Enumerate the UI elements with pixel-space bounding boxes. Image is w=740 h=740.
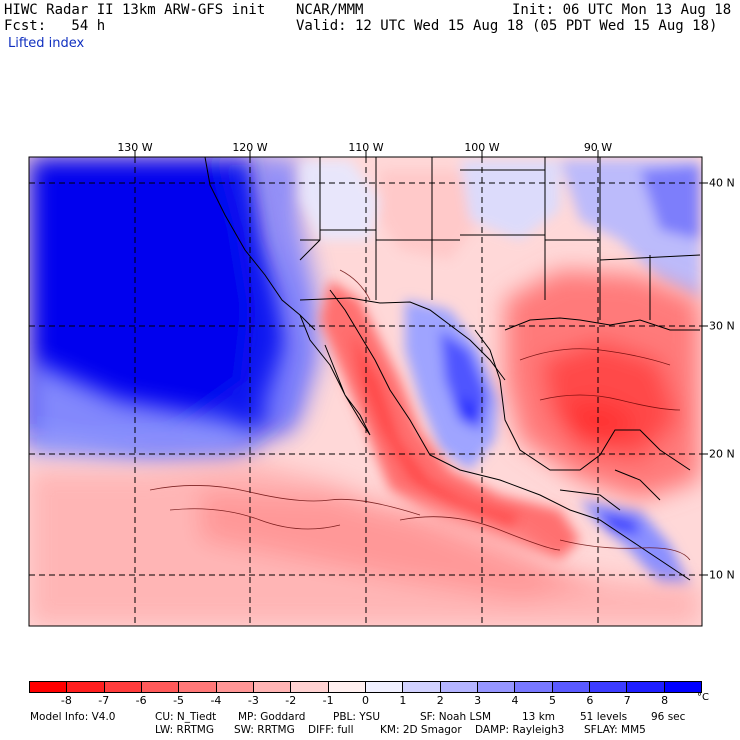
color-scale-label: 6 [586, 694, 594, 707]
contour-lines [149, 269, 691, 561]
color-scale-cell [664, 682, 701, 692]
color-scale-label: 5 [548, 694, 556, 707]
model-info-timestep: 96 sec [651, 711, 686, 723]
model-info-sflay: SFLAY: MM5 [584, 724, 646, 736]
mexico-pacific-red-band [320, 280, 580, 560]
mexican-plateau-blue [405, 300, 690, 585]
color-scale-label: 0 [362, 694, 369, 707]
color-scale-labels: -8 -7 -6 -5 -4 -3 -2 -1 0 1 2 3 4 5 6 7 8 [29, 694, 702, 708]
color-scale-cell [216, 682, 254, 692]
color-scale-cell [515, 682, 553, 692]
model-info-diff: DIFF: full [308, 724, 354, 736]
lon-label-110w: 110 W [348, 141, 384, 154]
color-scale-label: -6 [135, 694, 147, 707]
forecast-hour: Fcst: 54 h [4, 18, 106, 34]
color-scale-label: 2 [436, 694, 444, 707]
color-scale-label: -5 [173, 694, 185, 707]
gulf-unstable-region [505, 270, 700, 500]
model-info-sw: SW: RRTMG [234, 724, 295, 736]
color-scale-label: 3 [474, 694, 482, 707]
color-scale-label: -7 [98, 694, 110, 707]
color-scale-cell [67, 682, 105, 692]
lat-label-20n: 20 N [709, 447, 735, 461]
color-scale-label: 7 [623, 694, 631, 707]
model-info-cu: CU: N_Tiedt [155, 711, 217, 723]
color-scale-cell [253, 682, 292, 692]
pacific-stable-region [29, 157, 300, 450]
model-info-sf: SF: Noah LSM [420, 711, 492, 723]
color-scale-bar [29, 681, 702, 693]
lon-label-100w: 100 W [464, 141, 500, 154]
lat-label-30n: 30 N [709, 319, 735, 333]
color-scale-cell [403, 682, 441, 692]
color-scale-cell [104, 682, 142, 692]
model-info-lw: LW: RRTMG [155, 724, 214, 736]
lat-label-10n: 10 N [709, 568, 735, 582]
color-scale-cell [291, 682, 329, 692]
model-info-pbl: PBL: YSU [333, 711, 381, 723]
lat-label-40n: 40 N [709, 176, 735, 190]
color-scale-label: -2 [285, 694, 297, 707]
boundaries [204, 157, 701, 581]
map-frame-content [29, 157, 702, 626]
color-scale-cell [141, 682, 180, 692]
lon-label-120w: 120 W [232, 141, 268, 154]
model-info-mp: MP: Goddard [238, 711, 306, 723]
color-scale-cell [179, 682, 217, 692]
color-scale-cell [477, 682, 516, 692]
color-scale-cell [365, 682, 404, 692]
color-scale-label: -4 [210, 694, 222, 707]
model-info-version: Model Info: V4.0 [30, 711, 116, 723]
init-time: Init: 06 UTC Mon 13 Aug 18 [512, 2, 732, 18]
color-scale-label: -8 [60, 694, 72, 707]
color-scale-unit: °C [697, 692, 709, 703]
coastal-blue-band [29, 157, 320, 460]
organization: NCAR/MMM [296, 2, 364, 18]
color-scale-cell [627, 682, 665, 692]
color-scale-cell [552, 682, 590, 692]
color-scale-label: 1 [399, 694, 407, 707]
lat-lon-grid [29, 157, 702, 626]
color-scale-label: -1 [322, 694, 334, 707]
color-scale-cell [589, 682, 628, 692]
field-name: Lifted index [8, 36, 85, 51]
us-north-patches [300, 160, 700, 300]
color-scale-cell [440, 682, 478, 692]
model-info-resolution: 13 km [522, 711, 556, 723]
color-scale-cell [30, 682, 68, 692]
model-info-damp: DAMP: Rayleigh3 [475, 724, 565, 736]
run-title: HIWC Radar II 13km ARW-GFS init [4, 2, 266, 18]
color-scale-label: 4 [511, 694, 519, 707]
color-scale-cell [328, 682, 366, 692]
color-scale-label: 8 [661, 694, 669, 707]
axis-ticks [134, 150, 708, 576]
color-scale-label: -3 [247, 694, 259, 707]
model-info-km: KM: 2D Smagor [380, 724, 462, 736]
tropical-pacific-red-band [29, 460, 700, 626]
valid-time: Valid: 12 UTC Wed 15 Aug 18 (05 PDT Wed … [296, 18, 718, 34]
lon-label-90w: 90 W [583, 141, 613, 154]
model-info-levels: 51 levels [580, 711, 628, 723]
lon-label-130w: 130 W [117, 141, 153, 154]
